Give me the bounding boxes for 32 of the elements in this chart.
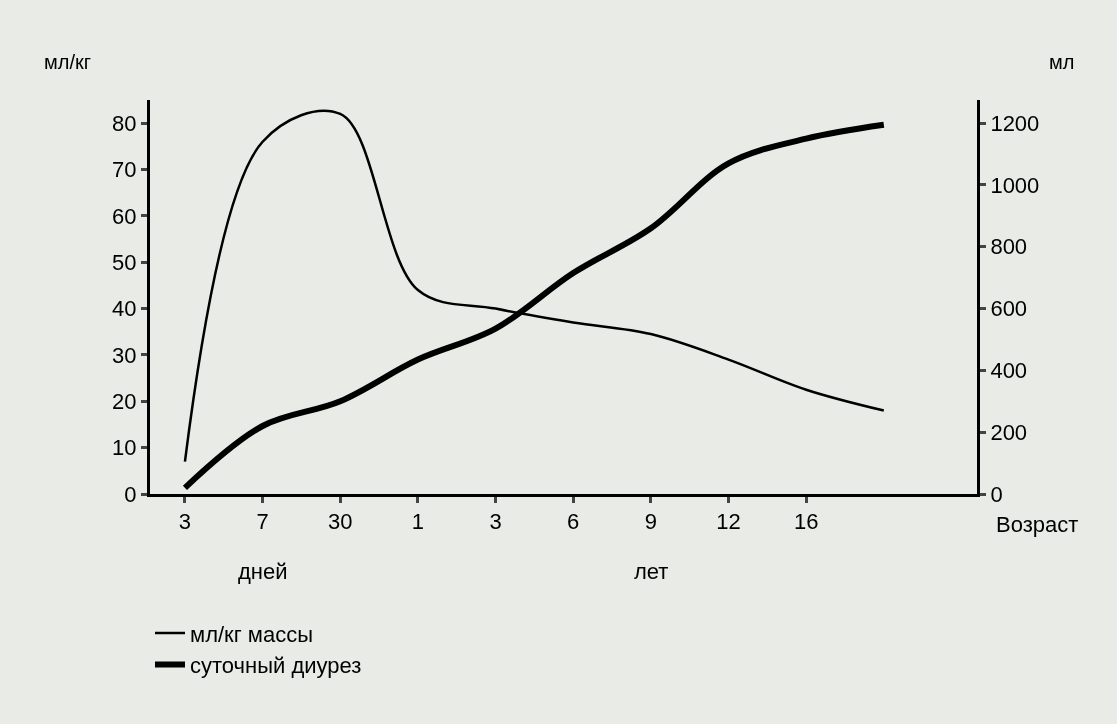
x-tick-label: 12 (716, 509, 741, 535)
legend-label: мл/кг массы (190, 621, 314, 647)
y2-tick-label: 1200 (990, 110, 1040, 136)
x-tick-label: 6 (567, 509, 580, 535)
text: дней (238, 559, 288, 584)
y-tick-label: 70 (112, 157, 137, 183)
y-tick-label: 40 (112, 296, 137, 322)
y2-tick-label: 600 (990, 296, 1028, 322)
x-tick-label: 9 (644, 509, 657, 535)
x-tick-label: 3 (178, 509, 192, 535)
text: лет (634, 559, 669, 584)
y-tick-label: 0 (124, 481, 137, 507)
y-axis-title: мл/кг (44, 51, 92, 73)
y2-tick-label: 200 (990, 419, 1028, 445)
y2-tick-label: 1000 (990, 172, 1040, 198)
x-axis-title: Возраст (996, 512, 1079, 537)
y2-axis-title: мл (1049, 51, 1075, 73)
y-tick-label: 50 (112, 249, 137, 275)
legend-label: суточный диурез (190, 653, 362, 679)
x-tick-label: 7 (256, 509, 269, 535)
y2-tick-label: 400 (990, 358, 1028, 384)
y-tick-label: 60 (112, 203, 137, 229)
y-tick-label: 10 (112, 435, 137, 461)
y-tick-label: 20 (112, 388, 137, 414)
y2-tick-label: 0 (990, 481, 1003, 507)
y-tick-label: 80 (112, 110, 137, 136)
x-tick-label: 1 (411, 509, 425, 535)
x-tick-label: 16 (793, 509, 819, 535)
y-tick-label: 30 (112, 342, 137, 368)
x-tick-label: 30 (328, 509, 353, 535)
y2-tick-label: 800 (990, 234, 1028, 260)
x-tick-label: 3 (489, 509, 502, 535)
